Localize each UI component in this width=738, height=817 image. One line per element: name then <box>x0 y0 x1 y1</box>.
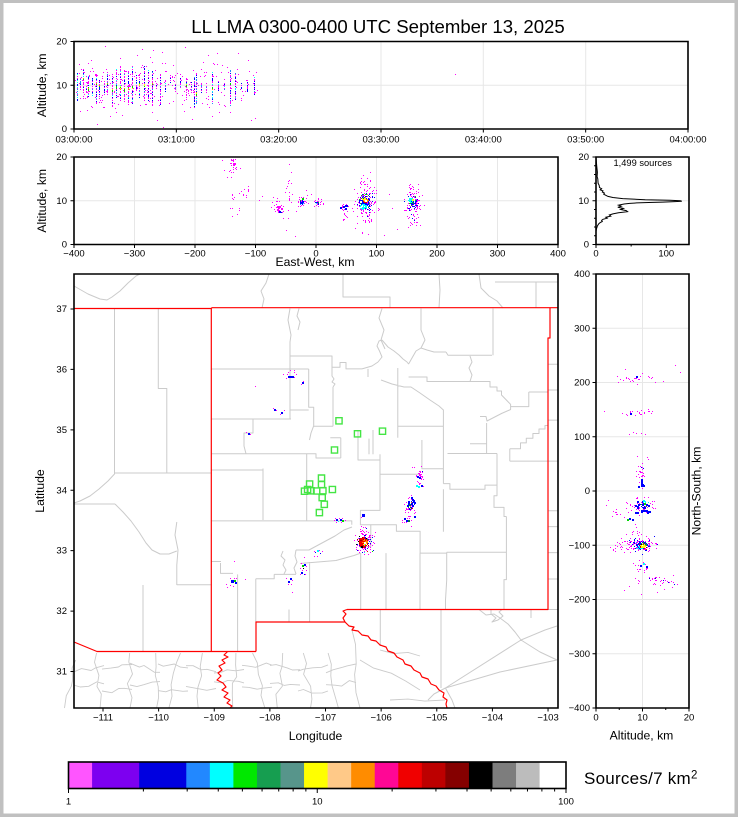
svg-text:−400: −400 <box>569 703 590 714</box>
svg-text:−300: −300 <box>569 649 590 660</box>
svg-text:1: 1 <box>66 797 71 808</box>
svg-text:34: 34 <box>56 485 67 496</box>
svg-text:03:50:00: 03:50:00 <box>567 135 604 146</box>
svg-text:10: 10 <box>637 713 648 724</box>
svg-text:Latitude: Latitude <box>33 469 47 513</box>
svg-text:−300: −300 <box>124 249 145 260</box>
svg-text:−108: −108 <box>259 713 280 724</box>
svg-text:10: 10 <box>56 196 67 207</box>
svg-text:East-West, km: East-West, km <box>275 255 354 269</box>
svg-text:04:00:00: 04:00:00 <box>670 135 707 146</box>
svg-text:0: 0 <box>585 486 590 497</box>
svg-text:North-South, km: North-South, km <box>690 447 704 536</box>
svg-text:300: 300 <box>490 249 506 260</box>
svg-text:100: 100 <box>558 797 574 808</box>
svg-text:400: 400 <box>574 269 590 280</box>
svg-text:03:30:00: 03:30:00 <box>363 135 400 146</box>
svg-text:03:40:00: 03:40:00 <box>465 135 502 146</box>
svg-text:10: 10 <box>312 797 323 808</box>
svg-text:31: 31 <box>56 667 67 678</box>
svg-text:−111: −111 <box>93 713 113 724</box>
svg-text:0: 0 <box>62 240 67 251</box>
svg-text:−400: −400 <box>63 249 84 260</box>
svg-text:33: 33 <box>56 546 67 557</box>
svg-text:0: 0 <box>584 240 589 251</box>
svg-text:100: 100 <box>658 249 674 260</box>
svg-text:20: 20 <box>56 152 67 163</box>
svg-text:03:10:00: 03:10:00 <box>158 135 195 146</box>
svg-text:100: 100 <box>574 432 590 443</box>
svg-text:300: 300 <box>574 323 590 334</box>
svg-text:−103: −103 <box>537 713 558 724</box>
svg-text:03:20:00: 03:20:00 <box>260 135 297 146</box>
svg-text:Altitude, km: Altitude, km <box>610 729 674 743</box>
svg-text:Altitude, km: Altitude, km <box>35 169 49 233</box>
svg-text:−110: −110 <box>148 713 169 724</box>
svg-text:0: 0 <box>313 249 318 260</box>
svg-text:36: 36 <box>56 364 67 375</box>
svg-text:20: 20 <box>56 37 67 48</box>
svg-text:35: 35 <box>56 425 67 436</box>
svg-text:−105: −105 <box>426 713 447 724</box>
svg-text:03:00:00: 03:00:00 <box>56 135 93 146</box>
svg-text:−109: −109 <box>204 713 225 724</box>
svg-text:1,499 sources: 1,499 sources <box>614 158 673 168</box>
svg-text:37: 37 <box>56 304 67 315</box>
svg-text:400: 400 <box>550 249 566 260</box>
svg-text:−100: −100 <box>245 249 266 260</box>
svg-text:200: 200 <box>429 249 445 260</box>
svg-text:10: 10 <box>578 196 589 207</box>
svg-text:0: 0 <box>593 713 598 724</box>
svg-text:200: 200 <box>574 378 590 389</box>
svg-text:Longitude: Longitude <box>289 729 343 743</box>
svg-text:−200: −200 <box>184 249 205 260</box>
svg-text:20: 20 <box>684 713 695 724</box>
svg-text:20: 20 <box>578 152 589 163</box>
svg-text:32: 32 <box>56 606 67 617</box>
svg-text:0: 0 <box>593 249 598 260</box>
svg-text:−107: −107 <box>315 713 336 724</box>
svg-text:−100: −100 <box>569 540 590 551</box>
svg-text:Sources/7 km2: Sources/7 km2 <box>584 769 698 788</box>
svg-text:−200: −200 <box>569 595 590 606</box>
svg-text:10: 10 <box>56 80 67 91</box>
svg-text:−104: −104 <box>482 713 503 724</box>
svg-text:−106: −106 <box>370 713 391 724</box>
svg-text:LL LMA 0300-0400 UTC September: LL LMA 0300-0400 UTC September 13, 2025 <box>191 16 565 37</box>
svg-text:100: 100 <box>369 249 385 260</box>
svg-text:0: 0 <box>62 124 67 135</box>
svg-text:Altitude, km: Altitude, km <box>35 53 49 117</box>
